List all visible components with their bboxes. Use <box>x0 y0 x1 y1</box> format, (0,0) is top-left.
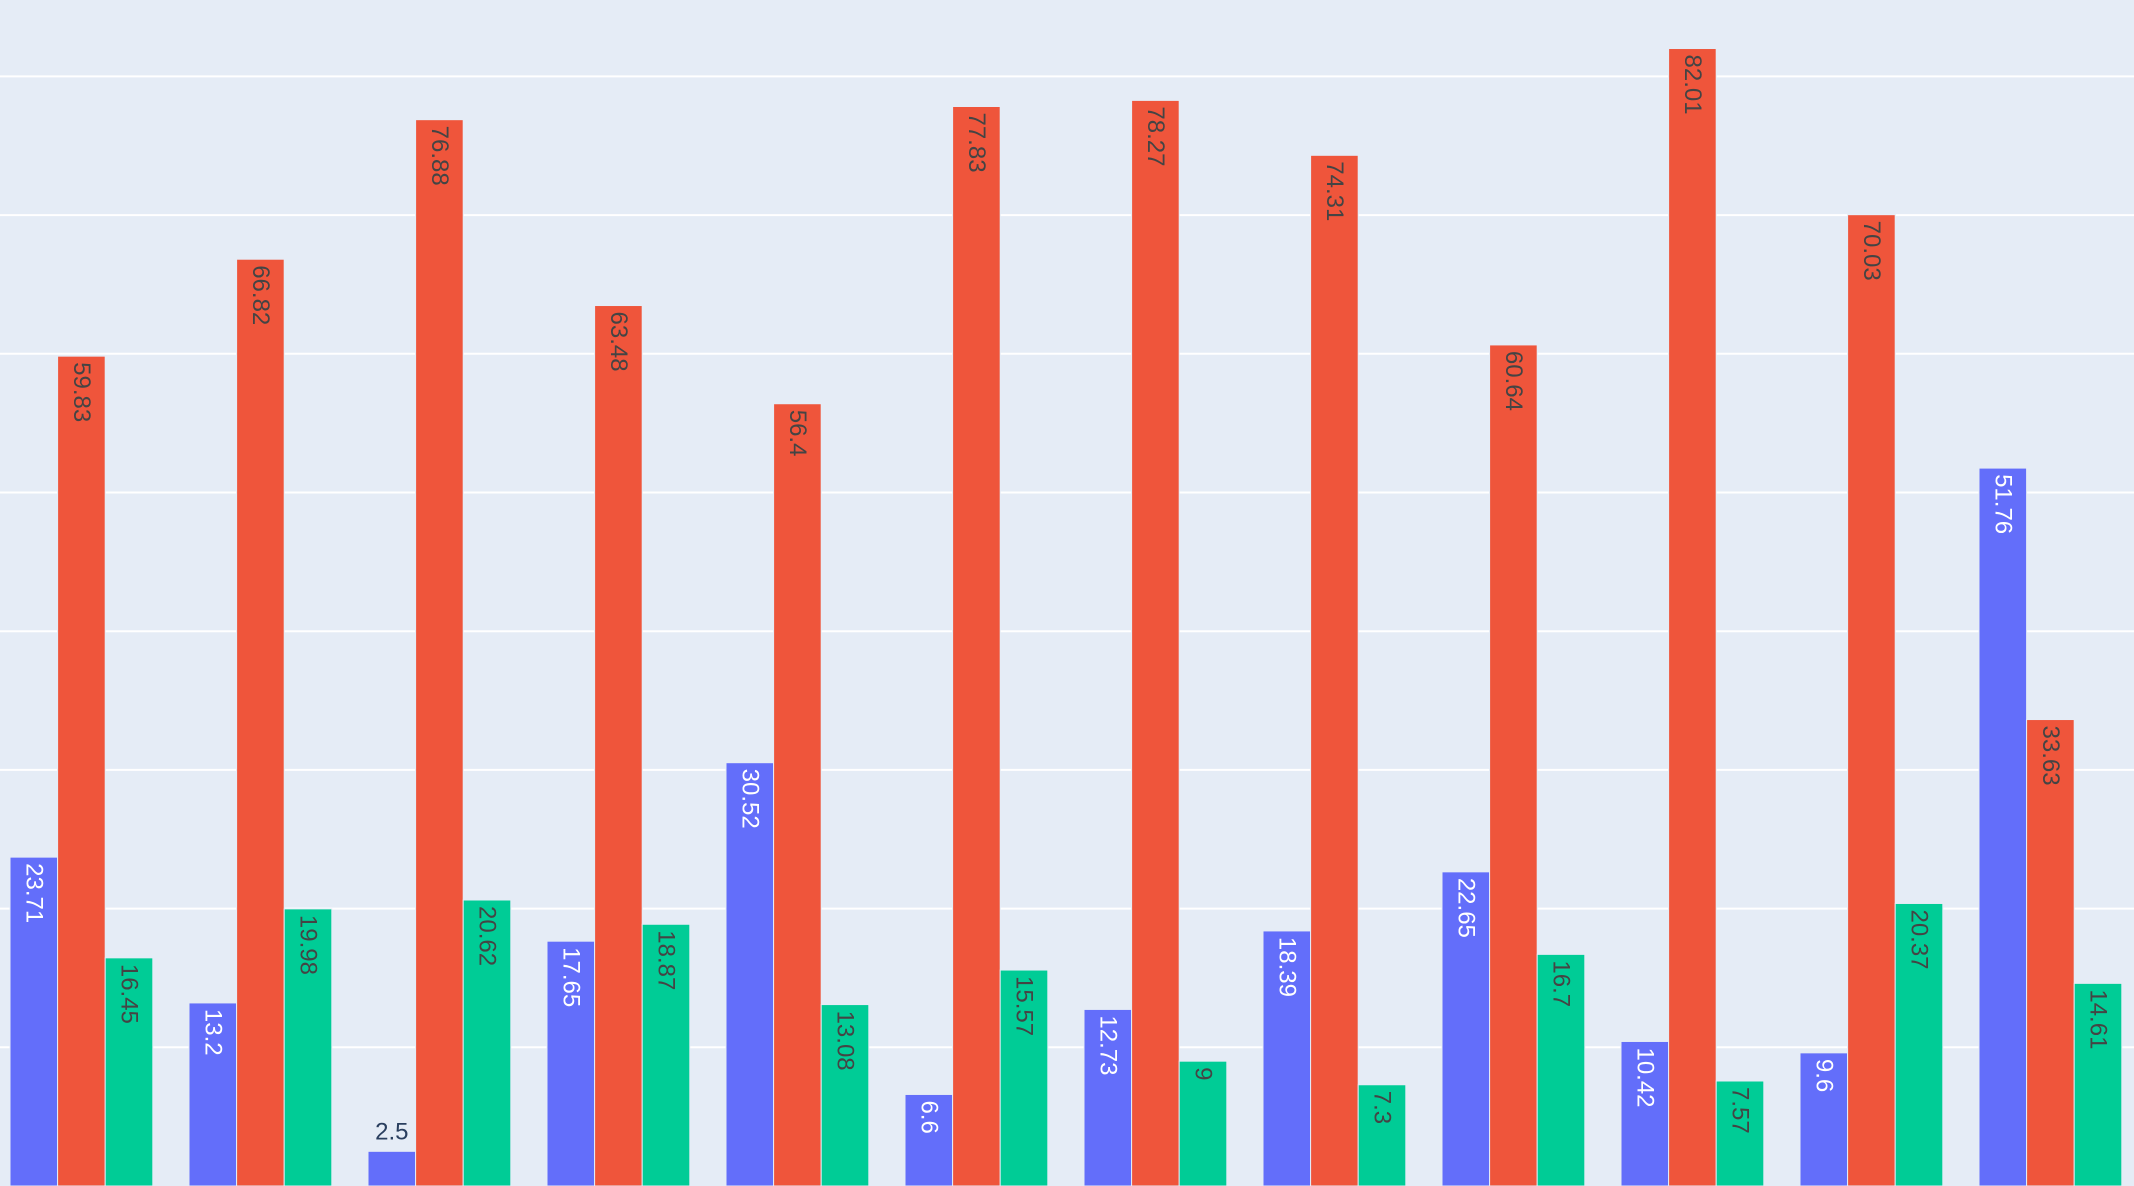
bar-series3-cat1 <box>104 957 154 1186</box>
bar-series2-cat9 <box>1489 344 1538 1186</box>
data-label-series2-cat1: 59.83 <box>68 362 95 422</box>
data-label-series2-cat12: 33.63 <box>2037 726 2064 786</box>
bar-series2-cat11 <box>1847 214 1896 1186</box>
bar-series2-cat1 <box>57 355 106 1186</box>
bars <box>9 48 2123 1186</box>
data-label-series2-cat10: 82.01 <box>1679 55 1706 115</box>
data-label-series3-cat4: 18.87 <box>653 930 680 990</box>
data-label-series1-cat5: 30.52 <box>736 769 763 829</box>
bar-series3-cat4 <box>641 923 691 1186</box>
data-label-series1-cat6: 6.6 <box>915 1100 942 1133</box>
data-label-series2-cat4: 63.48 <box>605 312 632 372</box>
data-label-series3-cat2: 19.98 <box>295 915 322 975</box>
bar-series1-cat4 <box>546 940 596 1186</box>
bar-series1-cat1 <box>9 856 59 1186</box>
data-label-series3-cat7: 9 <box>1190 1067 1217 1080</box>
data-label-series1-cat10: 10.42 <box>1631 1047 1658 1107</box>
bar-series2-cat5 <box>773 403 822 1186</box>
data-label-series2-cat11: 70.03 <box>1858 221 1885 281</box>
bar-series2-cat8 <box>1310 154 1359 1186</box>
data-label-series3-cat6: 15.57 <box>1011 976 1038 1036</box>
bar-series1-cat2 <box>188 1002 238 1186</box>
data-label-series3-cat3: 20.62 <box>474 906 501 966</box>
data-label-series2-cat7: 78.27 <box>1142 106 1169 166</box>
data-label-series3-cat10: 7.57 <box>1727 1087 1754 1134</box>
data-label-series3-cat8: 7.3 <box>1369 1091 1396 1124</box>
bar-series2-cat4 <box>594 305 643 1186</box>
bar-series1-cat10 <box>1620 1040 1670 1186</box>
data-label-series1-cat8: 18.39 <box>1273 937 1300 997</box>
gridlines <box>0 75 2134 1049</box>
data-label-series2-cat3: 76.88 <box>426 126 453 186</box>
data-label-series3-cat5: 13.08 <box>831 1011 858 1071</box>
data-label-series1-cat7: 12.73 <box>1094 1015 1121 1075</box>
bar-series3-cat9 <box>1536 953 1586 1186</box>
bar-series2-cat7 <box>1131 99 1180 1186</box>
data-label-series2-cat8: 74.31 <box>1321 161 1348 221</box>
bar-series3-cat12 <box>2073 982 2123 1186</box>
data-label-series2-cat2: 66.82 <box>247 265 274 325</box>
data-label-series3-cat9: 16.7 <box>1548 960 1575 1007</box>
data-label-series2-cat5: 56.4 <box>784 410 811 457</box>
data-label-series1-cat4: 17.65 <box>557 947 584 1007</box>
data-label-series1-cat2: 13.2 <box>199 1009 226 1056</box>
bar-series3-cat11 <box>1894 902 1944 1186</box>
data-label-series3-cat12: 14.61 <box>2085 989 2112 1049</box>
bar-series1-cat8 <box>1262 930 1312 1186</box>
data-label-series2-cat6: 77.83 <box>963 113 990 173</box>
data-labels: 23.71 59.83 16.45 13.2 66.82 19.98 2.5 76.88 20.… <box>20 55 2111 1146</box>
data-label-series1-cat3: 2.5 <box>375 1118 408 1145</box>
data-label-series1-cat12: 51.76 <box>1989 474 2016 534</box>
bar-series2-cat10 <box>1668 48 1717 1186</box>
bar-series3-cat2 <box>283 908 333 1186</box>
bar-series1-cat9 <box>1441 871 1491 1186</box>
bar-series3-cat6 <box>999 969 1049 1186</box>
bar-series2-cat3 <box>415 119 464 1186</box>
bar-series3-cat5 <box>820 1004 870 1186</box>
bar-series2-cat2 <box>236 258 285 1186</box>
data-label-series1-cat9: 22.65 <box>1452 878 1479 938</box>
bar-series3-cat10 <box>1715 1080 1765 1186</box>
data-label-series3-cat11: 20.37 <box>1906 909 1933 969</box>
data-label-series2-cat9: 60.64 <box>1500 351 1527 411</box>
bar-series3-cat7 <box>1178 1060 1228 1186</box>
bar-series3-cat3 <box>462 899 512 1186</box>
bar-series3-cat8 <box>1357 1084 1407 1186</box>
data-label-series3-cat1: 16.45 <box>116 964 143 1024</box>
data-label-series1-cat11: 9.6 <box>1810 1059 1837 1092</box>
data-label-series1-cat1: 23.71 <box>20 863 47 923</box>
bar-series2-cat6 <box>952 106 1001 1186</box>
bar-series2-cat12 <box>2026 719 2075 1186</box>
bar-series1-cat3 <box>367 1150 417 1186</box>
bar-series1-cat12 <box>1978 467 2028 1186</box>
